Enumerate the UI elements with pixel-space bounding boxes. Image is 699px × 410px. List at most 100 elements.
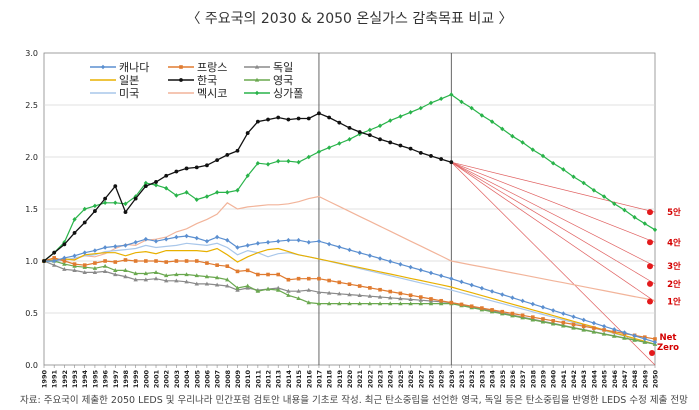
data-point [93, 209, 97, 213]
data-point [174, 193, 179, 198]
data-point [378, 287, 382, 292]
data-point [398, 296, 403, 301]
data-point [225, 237, 230, 243]
x-tick-label: 1993 [71, 370, 79, 388]
data-point [255, 288, 261, 293]
series-영국 [41, 258, 658, 346]
data-point [429, 297, 433, 301]
data-point [368, 286, 372, 290]
x-tick-label: 2009 [234, 370, 242, 389]
x-tick-label: 1997 [112, 370, 120, 388]
option-text: 5안 [667, 207, 681, 218]
data-point [551, 160, 556, 166]
data-point [276, 272, 281, 277]
data-point [622, 335, 627, 340]
data-point [581, 180, 586, 186]
data-point [286, 293, 291, 297]
x-tick-label: 2046 [611, 370, 619, 389]
data-point [133, 277, 138, 282]
data-point [581, 317, 586, 323]
x-tick-label: 2029 [438, 370, 446, 389]
data-point [184, 272, 189, 277]
data-point [194, 273, 199, 278]
data-point [72, 262, 77, 266]
data-point [215, 263, 219, 267]
x-tick-label: 2012 [265, 370, 273, 388]
data-point [62, 261, 67, 266]
data-point [204, 194, 210, 199]
x-tick-label: 2037 [519, 370, 527, 388]
data-point [153, 276, 159, 281]
x-tick-label: 2048 [631, 370, 639, 389]
data-point [408, 264, 413, 270]
data-point [296, 159, 301, 165]
data-point [571, 314, 576, 320]
data-point [265, 161, 271, 167]
x-tick-label: 1990 [41, 370, 49, 389]
data-point [306, 116, 311, 121]
data-point [254, 77, 260, 82]
data-point [377, 256, 383, 261]
data-point [52, 258, 57, 264]
data-point [205, 163, 209, 168]
data-point [642, 336, 647, 342]
x-tick-label: 2039 [539, 370, 547, 389]
data-point [153, 182, 159, 188]
x-tick-label: 2020 [346, 370, 354, 389]
data-point [133, 271, 138, 276]
data-point [327, 278, 331, 283]
data-point [194, 165, 199, 170]
data-point [571, 322, 576, 327]
data-point [388, 295, 393, 300]
data-point [347, 301, 352, 306]
data-point [103, 245, 108, 250]
data-point [489, 119, 495, 124]
data-point [429, 154, 433, 158]
data-point [174, 169, 179, 174]
data-point [459, 302, 464, 307]
data-point [306, 287, 311, 292]
data-point [184, 279, 189, 284]
data-point [408, 297, 413, 301]
data-point [388, 140, 393, 145]
x-tick-label: 2021 [356, 370, 364, 389]
data-point [235, 148, 240, 153]
data-point [255, 119, 260, 124]
legend-label: 캐나다 [119, 61, 149, 74]
data-point [153, 270, 159, 275]
data-point [367, 253, 372, 258]
data-point [245, 283, 250, 288]
data-point [327, 115, 332, 120]
data-point [164, 236, 169, 242]
data-point [377, 301, 383, 306]
legend-item: 미국 [90, 87, 139, 100]
x-tick-label: 2016 [305, 370, 313, 389]
data-point [398, 261, 403, 267]
option-text: Zero [657, 343, 679, 353]
x-tick-label: 2018 [326, 370, 334, 389]
data-point [642, 339, 648, 344]
option-line [451, 161, 656, 302]
option-line [451, 161, 656, 267]
data-point [652, 227, 658, 233]
x-tick-label: 2036 [509, 370, 517, 389]
data-point [510, 311, 515, 316]
data-point [642, 221, 647, 226]
series-line [43, 247, 656, 345]
data-point [194, 197, 199, 202]
data-point [357, 301, 362, 306]
data-point [184, 190, 189, 195]
data-point [205, 261, 209, 265]
data-point [357, 293, 362, 297]
option-line [451, 161, 656, 285]
data-point [296, 276, 301, 281]
data-point [408, 293, 413, 298]
data-point [42, 259, 46, 263]
data-point [418, 150, 423, 155]
x-tick-label: 2005 [193, 370, 201, 389]
footnote: 자료: 주요국이 제출한 2050 LEDS 및 우리나라 민간포럼 검토안 내… [20, 395, 688, 406]
